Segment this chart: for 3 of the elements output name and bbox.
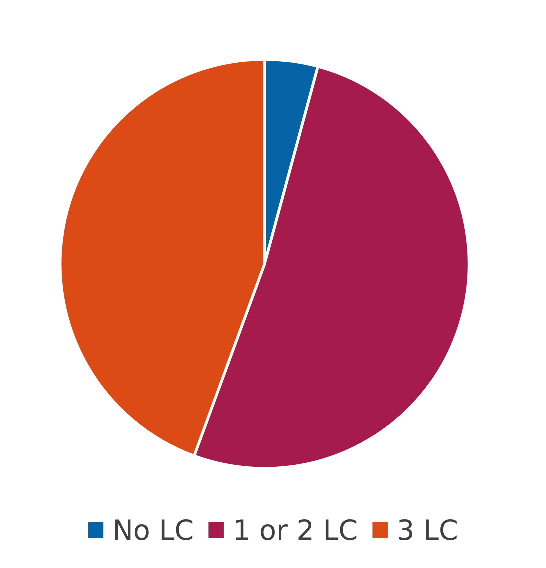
legend-label: No LC xyxy=(115,519,193,540)
legend-label: 1 or 2 LC xyxy=(236,519,357,540)
legend-label: 3 LC xyxy=(399,519,457,540)
